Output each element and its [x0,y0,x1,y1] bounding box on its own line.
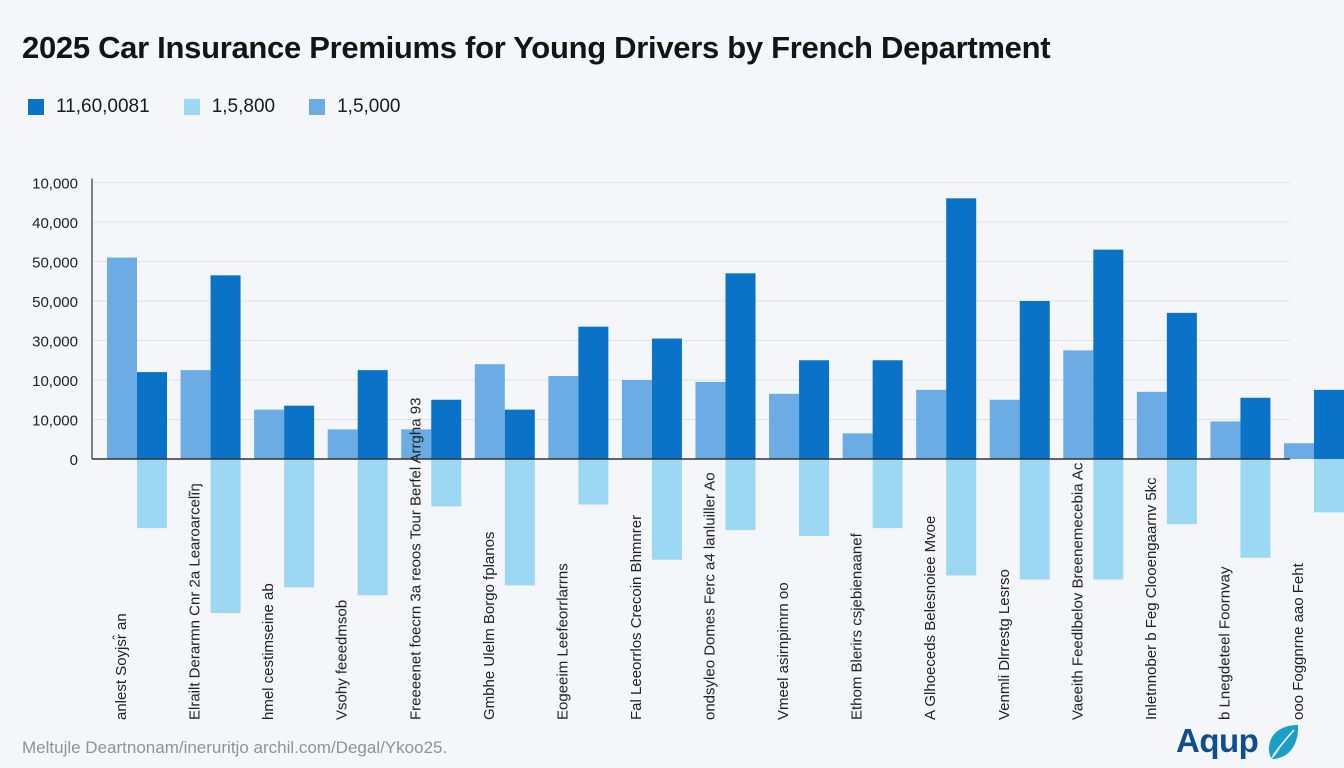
bar-series1 [548,376,579,459]
bar-series2 [725,273,756,459]
bar-series1 [1063,350,1094,459]
category-label: Gmbhe Ulelm Borgo fplanos [481,532,498,720]
bar-series3 [357,459,388,596]
bar-series3 [872,459,903,529]
category-label: Freeeenet foecrn 3a reoos Tour Berfel Ar… [407,398,424,720]
legend-swatch-1 [28,99,44,115]
bar-series3 [137,459,167,529]
bar-series1 [695,381,726,459]
legend-label-1: 11,60,0081 [56,96,150,117]
bar-series2 [872,360,903,459]
category-label: Elrailt Derarmn Cnr 2a Learoarcelĩŋ [187,483,204,720]
bar-series3 [1240,459,1271,558]
bar-series3 [284,459,315,588]
brand-logo: Aqup [1176,722,1302,760]
bar-series2 [431,399,462,459]
bar-series3 [1019,459,1050,580]
bar-series1 [474,364,505,459]
bar-series2 [1019,301,1050,459]
y-tick-label: 10,000 [32,413,78,430]
bar-series3 [725,459,756,531]
chart-title: 2025 Car Insurance Premiums for Young Dr… [22,30,1051,65]
y-tick-label: 40,000 [32,215,78,232]
bar-series2 [1166,312,1197,459]
category-label: ooo Foggnrne aao Feht [1290,562,1307,720]
category-labels: anlest Soyjsr̂ an Elrailt Derarmn Cnr 2a … [112,398,1307,720]
category-label: Vmeel asirnpimrn oo [775,582,792,720]
bar-series3 [1314,459,1344,513]
bar-series3 [1166,459,1197,525]
source-note: Meltujle Deartnonam/ineruritjo archil.co… [22,738,448,757]
bar-series1 [621,380,652,459]
bar-series2 [578,326,609,459]
leaf-icon [1269,725,1299,759]
bar-series3 [799,459,830,537]
category-label: anlest Soyjsr̂ an [112,613,130,720]
category-label: Venmli Dlrrestg Lesrso [996,569,1013,720]
bar-series2 [1240,397,1271,459]
category-label: b Lnegdeteel Foornvay [1216,566,1233,720]
bar-series3 [578,459,609,505]
bar-series3 [651,459,682,560]
bar-series1 [1136,391,1167,459]
bar-series2 [1093,249,1124,459]
legend-item-2: 1,5,800 [183,96,276,118]
bar-series2 [284,405,315,459]
category-label: Eogeeim Leefeorrlarrns [554,563,571,720]
bar-series1 [107,257,137,459]
bar-series3 [210,459,241,614]
bar-series3 [504,459,535,586]
category-label: Vaeeith Feedlbelov Breenemecebia Ac [1069,462,1086,720]
bar-series1 [401,429,432,459]
y-tick-label: 50,000 [32,255,78,272]
category-label: ondsyleo Domes Ferc a4 lanluiller Ao [702,472,719,720]
category-label: Fal Leeorrlos Crecoin Bhmnrer [628,515,645,720]
bar-series1 [989,399,1020,459]
bar-series2 [799,360,830,459]
category-label: hmel cestimseine ab [260,583,277,720]
bar-series2 [1314,389,1344,459]
legend-item-3: 1,5,000 [309,96,401,118]
bar-series2 [946,198,977,460]
bar-series1 [1284,443,1314,459]
y-tick-label: 10,000 [32,373,78,390]
bar-series2 [137,372,167,459]
bar-series1 [254,409,285,459]
legend-swatch-3 [309,99,326,115]
legend: 11,60,0081 1,5,800 1,5,000 [28,96,435,118]
bar-series2 [210,275,241,459]
legend-item-1: 11,60,0081 [28,96,150,118]
bar-series1 [180,370,211,459]
bar-series3 [431,459,462,507]
y-tick-label: 50,000 [32,294,78,311]
y-tick-label: 0 [70,452,78,469]
bar-series1 [327,429,358,459]
bar-series3 [946,459,977,576]
bar-series1 [769,393,800,459]
category-label: Vsohy feeedmsob [334,600,351,720]
bar-series1 [916,389,947,459]
bar-series2 [504,409,535,459]
bar-series3 [1093,459,1124,580]
legend-label-3: 1,5,000 [337,96,401,117]
legend-label-2: 1,5,800 [211,96,276,117]
category-label: A Glhoeceds Belesnoiee Mvoe [922,516,939,720]
axes: 0 10,000 10,000 30,000 50,000 50,000 40,000 10,… [32,176,1290,469]
bar-series2 [651,338,682,459]
bar-series1 [842,433,873,459]
y-tick-label: 10,000 [32,176,78,193]
brand-name: Aqup [1176,722,1259,759]
bar-series2 [357,370,388,459]
y-tick-label: 30,000 [32,334,78,351]
bars [107,198,1344,614]
bar-series1 [1210,421,1241,459]
category-label: Ethom Blerirs csjebienaanef [849,532,866,720]
legend-swatch-2 [183,99,200,115]
category-label: Inletnnober b Feg Clooengaarnv 5kc [1143,477,1160,720]
